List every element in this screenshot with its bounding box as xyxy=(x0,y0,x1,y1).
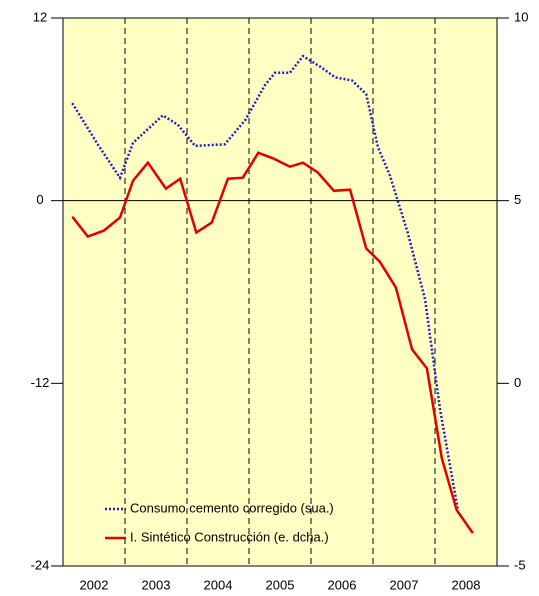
y2-tick-label: 10 xyxy=(514,9,528,24)
x-tick-label: 2004 xyxy=(204,577,233,592)
x-tick-label: 2002 xyxy=(80,577,109,592)
y2-tick-label: 0 xyxy=(514,375,521,390)
legend-label: Consumo cemento corregido (sua.) xyxy=(130,500,334,515)
x-tick-label: 2008 xyxy=(452,577,481,592)
y-tick-label: -12 xyxy=(31,375,50,390)
plot-border xyxy=(62,17,498,567)
plot-area xyxy=(63,18,497,566)
x-tick-label: 2007 xyxy=(390,577,419,592)
legend-label: I. Sintético Construcción (e. dcha.) xyxy=(130,529,329,544)
y-tick-label: 12 xyxy=(33,9,47,24)
y-tick-label: -24 xyxy=(31,557,50,572)
y2-tick-label: 5 xyxy=(514,192,521,207)
series-line xyxy=(71,54,460,510)
y-tick-label: 0 xyxy=(36,192,43,207)
y2-tick-label: -5 xyxy=(514,557,526,572)
x-tick-label: 2006 xyxy=(328,577,357,592)
x-tick-label: 2003 xyxy=(142,577,171,592)
x-tick-label: 2005 xyxy=(266,577,295,592)
series-line xyxy=(71,151,474,534)
